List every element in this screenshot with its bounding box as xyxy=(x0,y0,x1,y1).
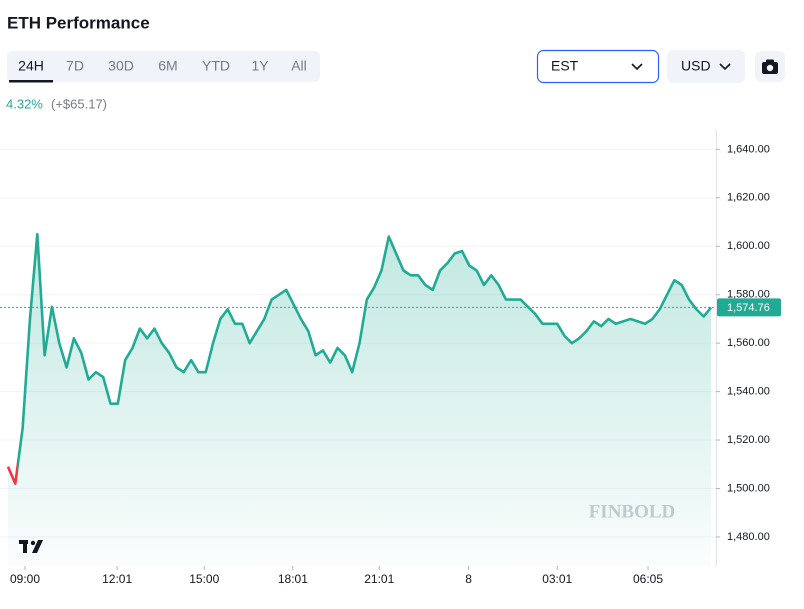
chevron xyxy=(719,63,731,71)
x-tick-label: 21:01 xyxy=(364,572,394,586)
x-tick-label: 15:00 xyxy=(189,572,219,586)
plot: 1,480.00 1,500.00 1,520.00 1,540.00 1,560.00… xyxy=(0,143,781,586)
range-tab[interactable]: All xyxy=(291,58,307,74)
x-tick-label: 12:01 xyxy=(102,572,132,586)
chevron xyxy=(631,63,643,71)
currency-select[interactable] xyxy=(667,50,745,83)
title: ETH Performance xyxy=(7,13,150,32)
y-tick-label: 1,620.00 xyxy=(727,192,770,204)
x-tick-label: 06:05 xyxy=(633,572,663,586)
range-tab[interactable]: YTD xyxy=(202,58,230,74)
range-bar xyxy=(7,51,320,82)
active-underline xyxy=(9,80,53,83)
x-tick-label: 09:00 xyxy=(10,572,40,586)
range-tab[interactable]: 1Y xyxy=(251,58,269,74)
range-tab[interactable]: 7D xyxy=(66,58,84,74)
camera-icon xyxy=(762,59,778,74)
y-tick-label: 1,560.00 xyxy=(727,337,770,349)
x-tick-label: 03:01 xyxy=(542,572,572,586)
y-tick-label: 1,500.00 xyxy=(727,482,770,494)
y-tick-label: 1,600.00 xyxy=(727,240,770,252)
y-tick-label: 1,540.00 xyxy=(727,386,770,398)
range-tab[interactable]: 6M xyxy=(158,58,177,74)
range-tabs: 24H 7D 30D 6M YTD 1Y All xyxy=(9,58,307,83)
x-tick-label: 8 xyxy=(465,572,472,586)
y-tick-label: 1,480.00 xyxy=(727,531,770,543)
price-line xyxy=(6,232,713,485)
timezone-value: EST xyxy=(551,58,579,74)
last-price-tag xyxy=(717,298,781,317)
x-tick-label: 18:01 xyxy=(278,572,308,586)
y-tick-label: 1,640.00 xyxy=(727,143,770,155)
timezone-select[interactable] xyxy=(536,49,660,84)
change-amount: (+$65.17) xyxy=(51,96,107,111)
range-tab[interactable]: 24H xyxy=(18,58,44,74)
tv-logo xyxy=(19,540,43,553)
change-percent: 4.32% xyxy=(6,96,43,111)
y-tick-label: 1,520.00 xyxy=(727,434,770,446)
area xyxy=(8,234,711,566)
currency-value: USD xyxy=(681,58,711,74)
y-tick-label: 1,580.00 xyxy=(727,289,770,301)
range-tab[interactable]: 30D xyxy=(108,58,134,74)
last-price-label: 1,574.76 xyxy=(727,302,770,314)
